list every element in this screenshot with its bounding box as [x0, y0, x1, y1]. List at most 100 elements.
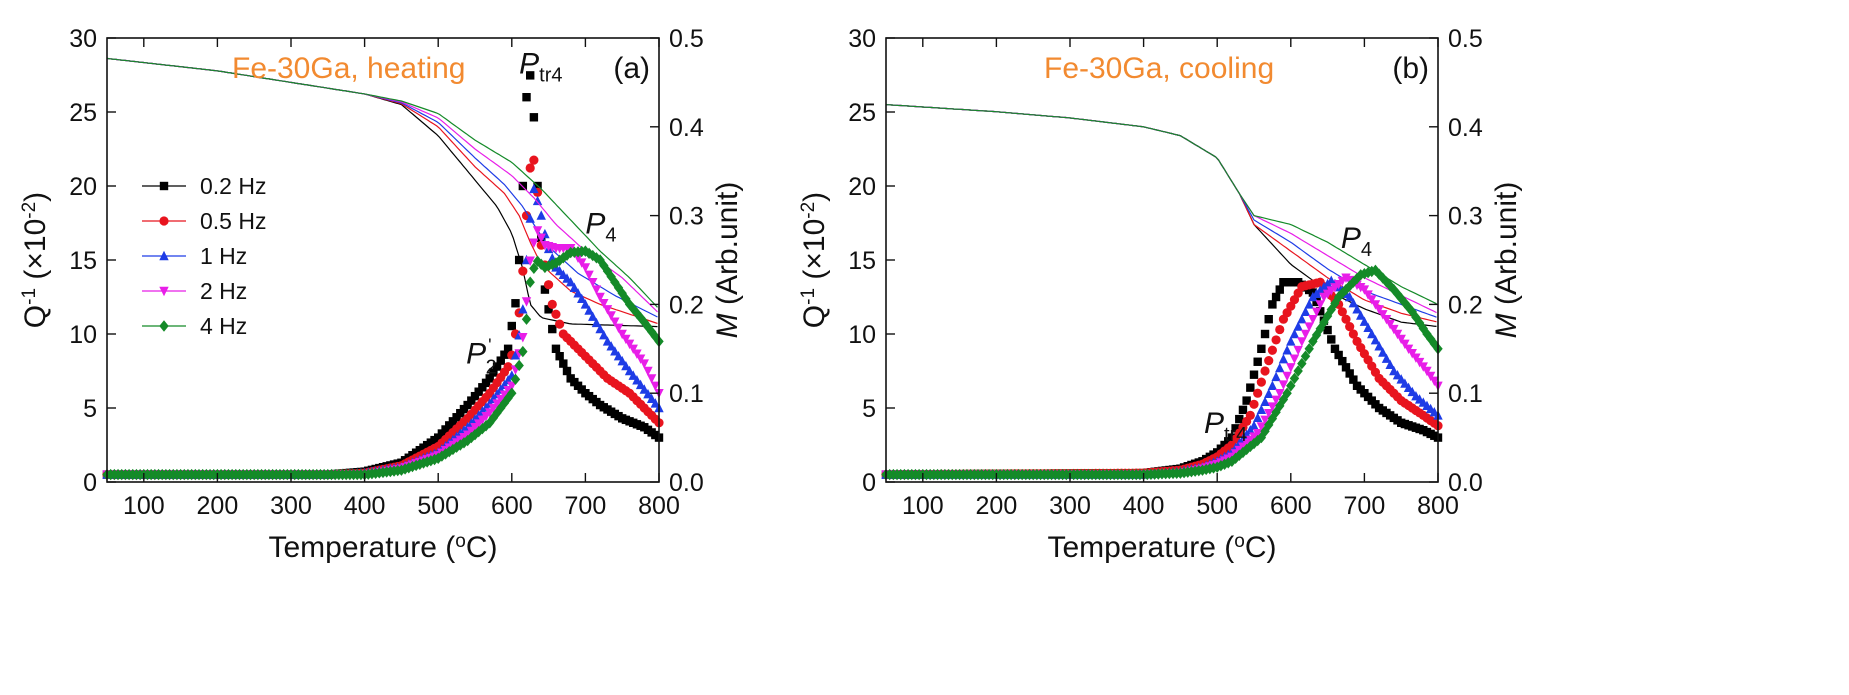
q-point: [1282, 345, 1292, 355]
x-tick-label: 400: [344, 492, 386, 520]
q-point: [1330, 297, 1340, 310]
q-point: [1267, 380, 1278, 390]
q-point: [1348, 276, 1359, 288]
m-unit: (Arb.unit): [711, 182, 744, 314]
panel-tag: (b): [1392, 52, 1429, 85]
q-point: [646, 393, 657, 403]
y-left-tick-label: 20: [69, 173, 97, 201]
legend-label: 4 Hz: [200, 313, 247, 339]
q-point: [1278, 353, 1289, 364]
q-point: [496, 394, 506, 405]
q-point: [532, 255, 543, 267]
q-exponent: -1: [798, 288, 819, 305]
q-point: [1385, 359, 1395, 370]
y-left-tick-label: 0: [862, 469, 876, 497]
x-label-unit: C): [1245, 531, 1277, 564]
q-point: [1367, 295, 1377, 305]
q-point: [1345, 369, 1354, 378]
q-point: [1264, 315, 1273, 324]
q-point: [492, 399, 502, 409]
peak-letter: P: [466, 338, 486, 371]
q-point: [628, 370, 638, 380]
q-point: [540, 261, 550, 274]
q-point: [643, 366, 653, 377]
q-point: [522, 93, 531, 102]
panel-tag: (a): [613, 52, 650, 85]
q-point: [547, 299, 557, 309]
q-point: [1238, 446, 1248, 459]
y-right-tick-label: 0.4: [669, 114, 704, 142]
series-2-hz: [102, 57, 664, 480]
q-point: [624, 298, 635, 311]
q-point: [1374, 305, 1384, 315]
q-point: [577, 258, 587, 268]
series-0_5-hz: [102, 57, 664, 480]
q-point: [1378, 310, 1388, 320]
y-right-axis-label: M (Arb.unit): [711, 182, 744, 339]
x-tick-label: 200: [197, 492, 239, 520]
y-right-tick-label: 0.1: [669, 380, 704, 408]
q-point: [591, 252, 602, 264]
series-1-hz: [881, 104, 1443, 479]
y-left-tick-label: 15: [69, 247, 97, 275]
y-right-tick-label: 0.3: [1448, 203, 1483, 231]
q-point: [1249, 399, 1259, 409]
q-point: [489, 368, 498, 377]
q-point: [1348, 329, 1358, 339]
y-left-tick-label: 30: [69, 25, 97, 53]
q-point: [617, 355, 627, 366]
x-tick-label: 800: [1417, 492, 1459, 520]
q-point: [1256, 422, 1267, 432]
legend-entry: 4 Hz: [142, 313, 247, 339]
q-point: [1249, 370, 1259, 379]
q-point: [529, 183, 539, 194]
q-point: [1356, 310, 1366, 320]
x-tick-label: 300: [270, 492, 312, 520]
series-0_2-hz: [881, 104, 1443, 479]
series-2-hz: [881, 104, 1443, 480]
q-point: [507, 381, 517, 391]
q-point: [1289, 328, 1300, 339]
q-point: [1271, 406, 1281, 418]
x-axis-label: Temperature (oC): [1048, 531, 1277, 565]
q-point: [584, 247, 594, 260]
peak-annotation: P4: [585, 207, 616, 246]
legend-marker: [159, 286, 169, 297]
y-left-tick-label: 30: [848, 25, 876, 53]
panel-title: Fe-30Ga, heating: [232, 52, 465, 85]
y-left-tick-label: 5: [83, 395, 97, 423]
q-point: [1367, 328, 1377, 339]
q-point: [510, 350, 521, 360]
q-point: [650, 398, 661, 408]
q-point: [617, 329, 627, 340]
q-point: [1381, 276, 1392, 288]
q-point: [536, 233, 546, 243]
x-tick-label: 700: [565, 492, 607, 520]
q-point: [1341, 314, 1351, 324]
series-4-hz: [102, 57, 664, 481]
q-point: [548, 324, 557, 334]
q-point: [621, 360, 631, 371]
y-right-tick-label: 0.3: [669, 203, 704, 231]
q-point: [613, 323, 624, 334]
peak-subscript: 4: [605, 224, 616, 246]
m-line: [106, 57, 658, 308]
q-point: [1359, 316, 1370, 326]
q-point: [1327, 335, 1336, 344]
q-point: [1414, 317, 1425, 329]
x-tick-label: 800: [638, 492, 680, 520]
m-symbol: M: [1490, 313, 1523, 338]
q-point: [1429, 338, 1440, 350]
y-right-tick-label: 0.2: [669, 291, 704, 319]
q-point: [1242, 396, 1251, 405]
peak-letter: P: [1204, 407, 1224, 440]
q-point: [496, 356, 505, 365]
peak-letter: P: [1341, 222, 1361, 255]
scale-factor: (×10: [19, 219, 52, 288]
q-point: [1249, 420, 1259, 430]
q-point: [1282, 387, 1292, 399]
peak-annotation: Ptr4: [519, 48, 562, 87]
q-point: [588, 311, 598, 321]
q-point: [1289, 354, 1300, 364]
q-point: [624, 365, 635, 376]
